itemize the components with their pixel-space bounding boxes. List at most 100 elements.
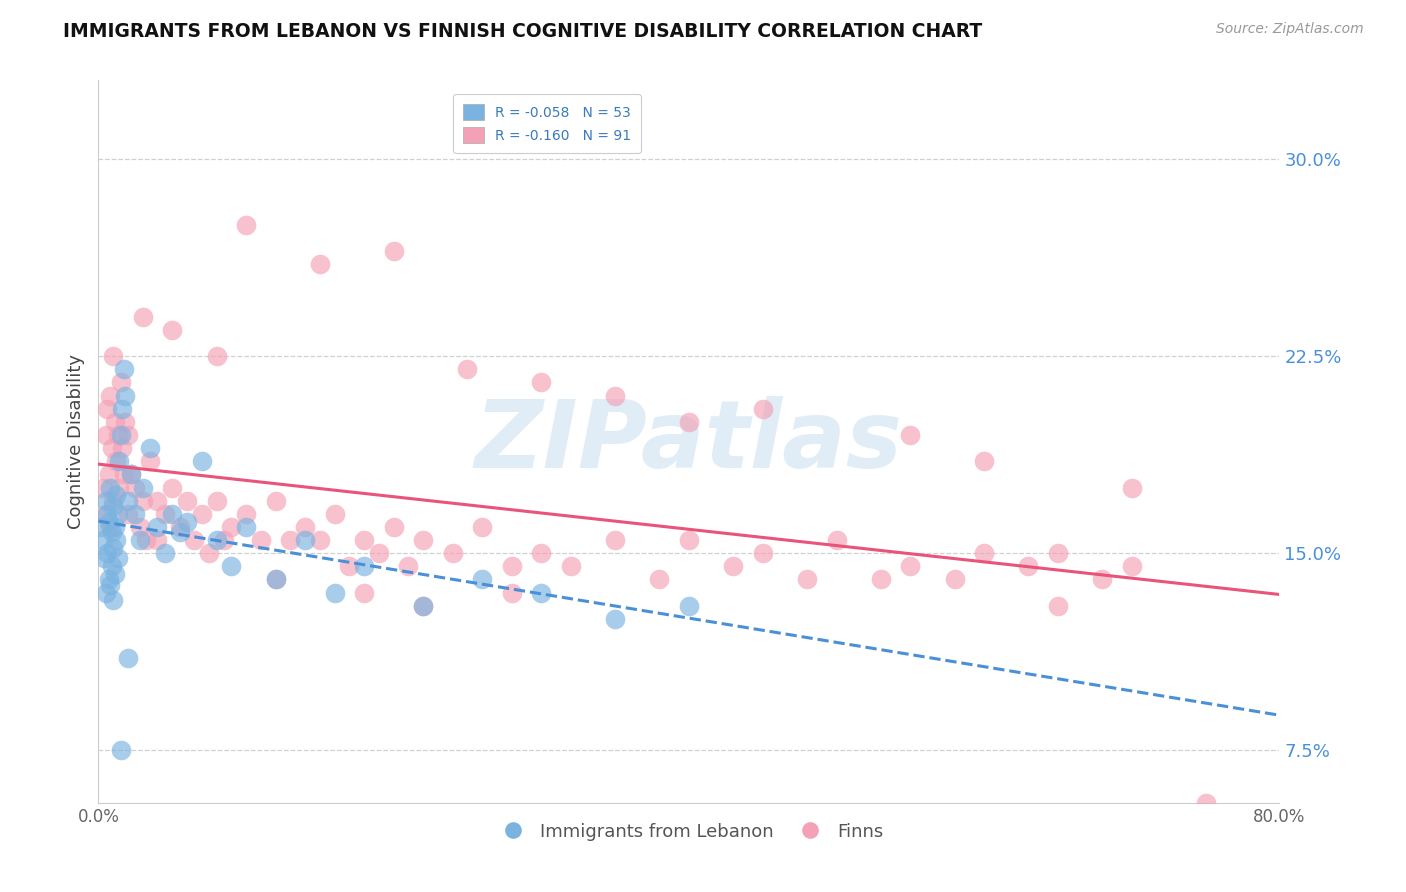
Point: [104, 567, 127, 582]
Point: [94, 585, 117, 599]
Point: [382, 244, 405, 258]
Point: [678, 599, 700, 613]
Point: [752, 546, 775, 560]
Text: ZIPatlas: ZIPatlas: [475, 395, 903, 488]
Point: [752, 401, 775, 416]
Point: [124, 481, 146, 495]
Point: [153, 507, 176, 521]
Point: [112, 467, 135, 482]
Point: [235, 218, 257, 232]
Point: [471, 520, 494, 534]
Point: [120, 467, 142, 482]
Point: [796, 573, 818, 587]
Point: [176, 493, 198, 508]
Point: [973, 454, 995, 468]
Point: [162, 481, 183, 495]
Point: [114, 415, 136, 429]
Point: [198, 546, 221, 560]
Point: [1195, 796, 1218, 810]
Point: [368, 546, 391, 560]
Legend: Immigrants from Lebanon, Finns: Immigrants from Lebanon, Finns: [488, 815, 890, 848]
Point: [530, 585, 553, 599]
Point: [280, 533, 302, 547]
Point: [146, 533, 169, 547]
Point: [108, 481, 131, 495]
Point: [111, 441, 134, 455]
Point: [98, 481, 121, 495]
Point: [100, 525, 122, 540]
Point: [114, 388, 136, 402]
Point: [501, 559, 523, 574]
Point: [169, 525, 191, 540]
Point: [93, 551, 115, 566]
Point: [723, 559, 745, 574]
Point: [183, 533, 205, 547]
Point: [139, 454, 162, 468]
Point: [323, 507, 346, 521]
Point: [678, 415, 700, 429]
Point: [212, 533, 235, 547]
Point: [104, 415, 127, 429]
Point: [605, 533, 627, 547]
Point: [103, 499, 125, 513]
Point: [221, 559, 243, 574]
Point: [339, 559, 361, 574]
Point: [91, 481, 114, 495]
Point: [205, 533, 228, 547]
Point: [110, 428, 132, 442]
Point: [309, 257, 332, 271]
Point: [191, 507, 214, 521]
Point: [117, 651, 139, 665]
Point: [264, 493, 287, 508]
Point: [412, 533, 434, 547]
Point: [103, 541, 125, 555]
Point: [471, 573, 494, 587]
Point: [97, 515, 120, 529]
Point: [294, 533, 316, 547]
Point: [132, 310, 155, 324]
Point: [107, 551, 129, 566]
Point: [943, 573, 966, 587]
Point: [176, 515, 198, 529]
Point: [235, 520, 257, 534]
Point: [398, 559, 420, 574]
Point: [120, 467, 142, 482]
Point: [353, 559, 375, 574]
Point: [205, 493, 228, 508]
Point: [103, 349, 125, 363]
Point: [605, 388, 627, 402]
Point: [169, 520, 191, 534]
Point: [97, 573, 120, 587]
Point: [105, 454, 128, 468]
Point: [191, 454, 214, 468]
Point: [135, 533, 157, 547]
Point: [1047, 546, 1070, 560]
Point: [98, 388, 121, 402]
Text: IMMIGRANTS FROM LEBANON VS FINNISH COGNITIVE DISABILITY CORRELATION CHART: IMMIGRANTS FROM LEBANON VS FINNISH COGNI…: [63, 22, 983, 41]
Point: [501, 585, 523, 599]
Point: [132, 481, 155, 495]
Point: [294, 520, 316, 534]
Point: [100, 441, 122, 455]
Point: [94, 507, 117, 521]
Point: [100, 559, 122, 574]
Point: [441, 546, 464, 560]
Point: [235, 507, 257, 521]
Point: [128, 520, 150, 534]
Point: [678, 533, 700, 547]
Point: [162, 323, 183, 337]
Point: [110, 743, 132, 757]
Point: [94, 428, 117, 442]
Point: [648, 573, 671, 587]
Point: [90, 520, 112, 534]
Point: [105, 533, 128, 547]
Point: [205, 349, 228, 363]
Point: [900, 559, 922, 574]
Point: [560, 559, 582, 574]
Point: [128, 533, 150, 547]
Point: [250, 533, 273, 547]
Point: [153, 546, 176, 560]
Point: [1121, 559, 1143, 574]
Point: [108, 454, 131, 468]
Point: [146, 520, 169, 534]
